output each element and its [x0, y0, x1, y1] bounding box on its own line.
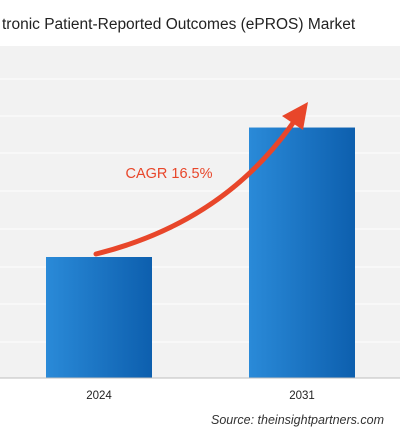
chart-title: tronic Patient-Reported Outcomes (ePROS)… — [2, 16, 356, 33]
cagr-arrowhead — [282, 102, 308, 130]
x-tick-label: 2031 — [289, 390, 315, 402]
x-tick-label: 2024 — [86, 390, 112, 402]
source-label: Source: theinsightpartners.com — [211, 413, 384, 427]
cagr-arrow — [93, 117, 298, 257]
cagr-label: CAGR 16.5% — [125, 166, 212, 182]
bars — [46, 127, 355, 378]
bar-2031 — [249, 127, 355, 378]
bar-2024 — [46, 257, 152, 378]
x-tick-labels: 2024 2031 — [86, 390, 315, 402]
